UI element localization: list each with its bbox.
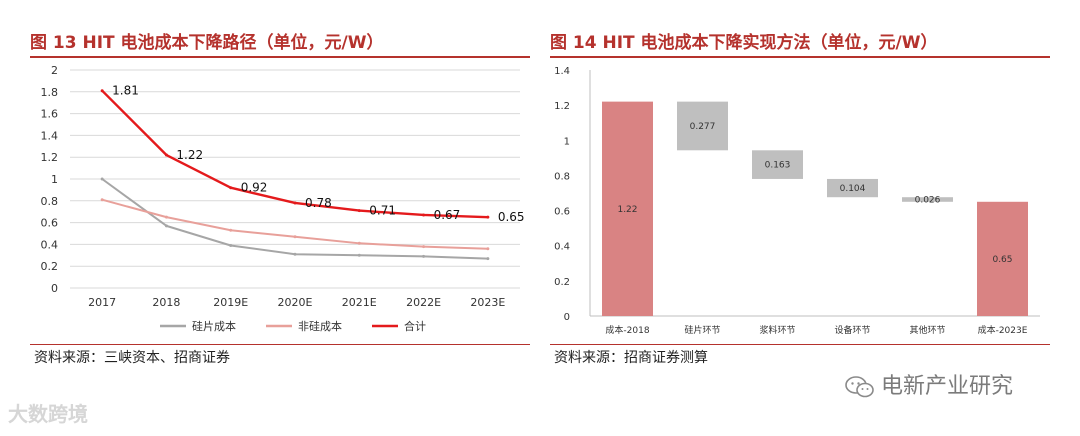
bar <box>602 101 653 316</box>
bar <box>827 178 878 198</box>
series-line-2 <box>101 198 488 250</box>
x-tick-label: 2021E <box>342 296 377 309</box>
x-category-label: 成本-2023E <box>978 324 1028 336</box>
data-point <box>164 153 168 157</box>
legend-label: 硅片成本 <box>192 319 236 333</box>
bar <box>752 150 803 179</box>
x-tick-label: 2020E <box>278 296 313 309</box>
x-category-label: 浆料环节 <box>759 324 795 336</box>
x-category-label: 硅片环节 <box>684 324 720 336</box>
x-tick-label: 2019E <box>213 296 248 309</box>
y-tick-label: 0 <box>564 312 570 323</box>
y-tick-label: 0.6 <box>554 207 570 218</box>
left-chart-title: 图 13 HIT 电池成本下降路径（单位，元/W） <box>30 33 384 53</box>
data-point <box>357 241 361 245</box>
data-point <box>357 253 361 257</box>
data-point <box>293 252 297 256</box>
data-label: 1.81 <box>112 84 139 98</box>
bar <box>977 201 1028 316</box>
data-point <box>486 247 490 251</box>
bar-value-label: 0.104 <box>840 184 866 194</box>
x-category-label: 设备环节 <box>834 324 870 336</box>
y-tick-label: 1.6 <box>41 108 59 121</box>
data-label: 0.65 <box>498 210 525 224</box>
y-tick-label: 0.8 <box>41 195 59 208</box>
wechat-watermark-text: 电新产业研究 <box>881 374 1014 399</box>
data-point <box>357 209 361 213</box>
data-point <box>486 215 490 219</box>
y-tick-label: 0.2 <box>41 260 59 273</box>
x-category-label: 成本-2018 <box>605 324 649 336</box>
data-point <box>100 89 104 93</box>
bar-value-label: 0.026 <box>915 196 941 206</box>
data-point <box>422 254 426 258</box>
right-source-note: 资料来源：招商证券测算 <box>554 350 708 366</box>
y-tick-label: 1.8 <box>41 86 59 99</box>
y-tick-label: 0 <box>51 282 58 295</box>
left-bottom-rule <box>30 344 530 345</box>
data-label: 0.92 <box>241 181 268 195</box>
y-tick-label: 1 <box>564 136 570 147</box>
y-tick-label: 0.4 <box>41 238 59 251</box>
bar-value-label: 0.163 <box>765 161 791 171</box>
y-tick-label: 1.4 <box>41 129 59 142</box>
right-title-rule <box>550 56 1050 58</box>
right-bottom-rule <box>550 344 1050 345</box>
data-point <box>293 201 297 205</box>
waterfall-chart: 0 0.2 0.4 0.6 0.8 1 1.2 1.4 1.22 成本-2018 0.277 硅片环节… <box>554 66 1040 336</box>
legend-label: 合计 <box>404 319 426 333</box>
data-point <box>100 177 104 181</box>
y-tick-label: 1.4 <box>554 66 570 77</box>
x-category-label: 其他环节 <box>909 324 945 336</box>
data-point <box>164 224 168 228</box>
wechat-watermark: 电新产业研究 <box>845 368 1013 400</box>
x-tick-label: 2017 <box>88 296 116 309</box>
y-tick-label: 2 <box>51 64 58 77</box>
series-line-3 <box>101 89 488 219</box>
left-source-note: 资料来源：三峡资本、招商证券 <box>34 350 230 366</box>
data-point <box>164 215 168 219</box>
left-title-rule <box>30 56 530 58</box>
bar-value-label: 1.22 <box>617 205 637 215</box>
data-label: 0.78 <box>305 196 332 210</box>
right-chart-title: 图 14 HIT 电池成本下降实现方法（单位，元/W） <box>550 33 938 53</box>
corner-watermark-text: 大数跨境 <box>8 402 88 426</box>
y-tick-label: 1 <box>51 173 58 186</box>
y-tick-label: 0.8 <box>554 171 570 182</box>
bar <box>902 197 953 202</box>
y-tick-label: 1.2 <box>554 101 570 112</box>
y-tick-label: 1.2 <box>41 151 59 164</box>
y-tick-label: 0.4 <box>554 242 570 253</box>
bar-value-label: 0.277 <box>690 122 716 132</box>
data-point <box>293 235 297 239</box>
wechat-icon <box>845 376 874 398</box>
data-point <box>229 228 233 232</box>
data-label: 0.71 <box>369 204 396 218</box>
bar-value-label: 0.65 <box>992 255 1012 265</box>
y-tick-label: 0.2 <box>554 277 570 288</box>
data-label: 0.67 <box>434 208 461 222</box>
data-point <box>229 186 233 190</box>
corner-watermark: 大数跨境 <box>8 398 88 427</box>
x-tick-label: 2023E <box>470 296 505 309</box>
x-tick-label: 2018 <box>152 296 180 309</box>
data-point <box>486 257 490 261</box>
line-chart: 0 0.2 0.4 0.6 0.8 1 1.2 1.4 1.6 1.8 2 2017 2018 2019E… <box>41 64 525 333</box>
data-point <box>229 243 233 247</box>
legend-label: 非硅成本 <box>298 319 342 333</box>
bar <box>677 101 728 151</box>
data-point <box>422 245 426 249</box>
x-tick-label: 2022E <box>406 296 441 309</box>
data-point <box>422 213 426 217</box>
data-label: 1.22 <box>176 148 203 162</box>
data-point <box>100 198 104 202</box>
y-tick-label: 0.6 <box>41 217 59 230</box>
